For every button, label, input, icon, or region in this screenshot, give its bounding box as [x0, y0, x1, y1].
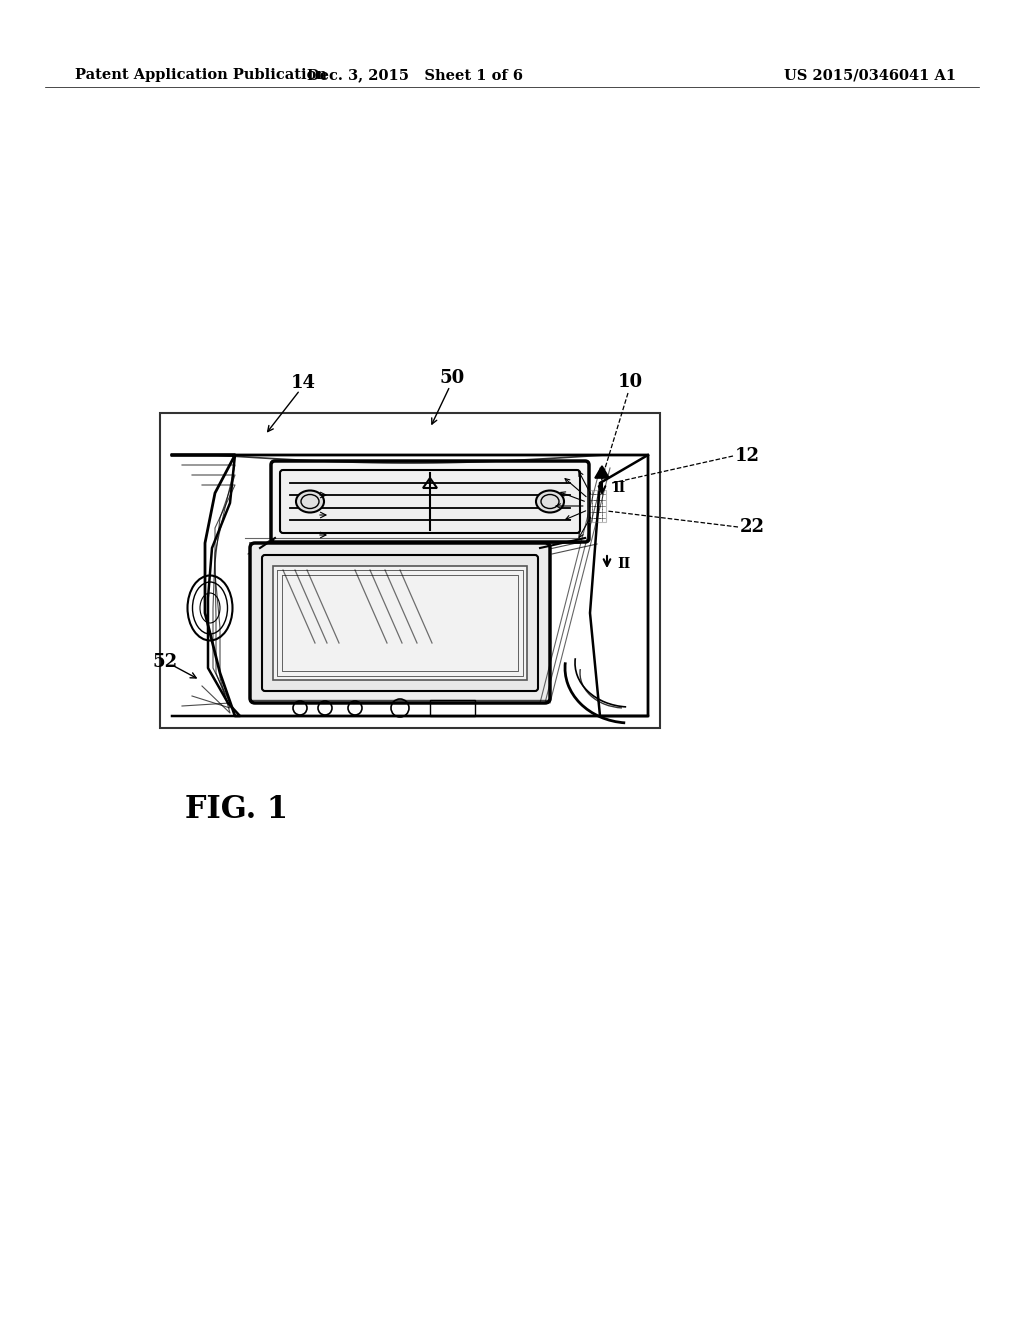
Text: II: II: [617, 557, 630, 572]
Polygon shape: [595, 466, 609, 478]
Bar: [160, 413, 660, 729]
Bar: [273, 566, 527, 680]
Text: 50: 50: [439, 370, 465, 387]
Text: 14: 14: [291, 374, 315, 392]
Text: FIG. 1: FIG. 1: [185, 795, 288, 825]
FancyBboxPatch shape: [250, 543, 550, 704]
Text: Dec. 3, 2015   Sheet 1 of 6: Dec. 3, 2015 Sheet 1 of 6: [307, 69, 523, 82]
Text: 22: 22: [740, 517, 765, 536]
Text: 52: 52: [153, 653, 177, 671]
Text: 10: 10: [617, 374, 643, 391]
FancyBboxPatch shape: [262, 554, 538, 690]
Bar: [430, 700, 475, 715]
Ellipse shape: [536, 491, 564, 512]
Text: 12: 12: [735, 447, 760, 465]
FancyBboxPatch shape: [271, 461, 589, 543]
Text: II: II: [612, 480, 626, 495]
Text: US 2015/0346041 A1: US 2015/0346041 A1: [784, 69, 956, 82]
Text: Patent Application Publication: Patent Application Publication: [75, 69, 327, 82]
Ellipse shape: [296, 491, 324, 512]
FancyBboxPatch shape: [280, 470, 580, 533]
Bar: [588, 490, 606, 521]
